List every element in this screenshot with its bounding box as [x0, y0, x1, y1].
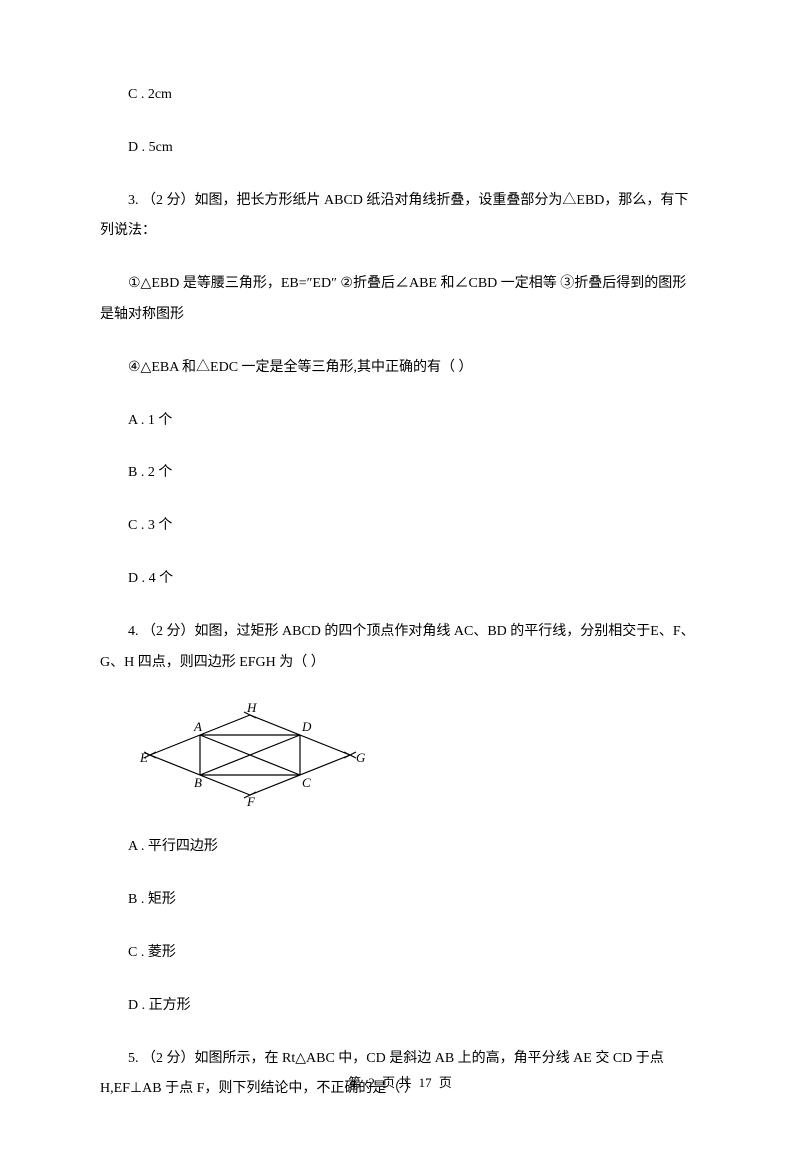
- q4-stem: 4. （2 分）如图，过矩形 ABCD 的四个顶点作对角线 AC、BD 的平行线…: [100, 617, 700, 679]
- q4-option-a: A . 平行四边形: [100, 832, 700, 863]
- q3-option-c: C . 3 个: [100, 511, 700, 542]
- q3-stem-2: ①△EBD 是等腰三角形，EB=″ED″ ②折叠后∠ABE 和∠CBD 一定相等…: [100, 269, 700, 331]
- option-c-q2: C . 2cm: [100, 80, 700, 111]
- label-C: C: [302, 775, 311, 790]
- footer-mid: 页 共: [382, 1075, 411, 1090]
- footer-prefix: 第: [348, 1075, 361, 1090]
- label-F: F: [246, 794, 256, 809]
- label-A: A: [193, 719, 202, 734]
- q3-stem-1: 3. （2 分）如图，把长方形纸片 ABCD 纸沿对角线折叠，设重叠部分为△EB…: [100, 186, 700, 248]
- label-E: E: [139, 750, 148, 765]
- q3-option-d: D . 4 个: [100, 564, 700, 595]
- page-content: C . 2cm D . 5cm 3. （2 分）如图，把长方形纸片 ABCD 纸…: [0, 0, 800, 1167]
- q4-option-d: D . 正方形: [100, 991, 700, 1022]
- footer-suffix: 页: [439, 1075, 452, 1090]
- label-G: G: [356, 750, 366, 765]
- page-footer: 第 2 页 共 17 页: [0, 1073, 800, 1094]
- q3-stem-3: ④△EBA 和△EDC 一定是全等三角形,其中正确的有（ ）: [100, 353, 700, 384]
- label-B: B: [194, 775, 202, 790]
- footer-total: 17: [419, 1075, 432, 1090]
- q4-option-b: B . 矩形: [100, 885, 700, 916]
- q4-diagram: E A H D G C F B: [130, 700, 700, 810]
- q3-option-a: A . 1 个: [100, 406, 700, 437]
- option-d-q2: D . 5cm: [100, 133, 700, 164]
- q4-option-c: C . 菱形: [100, 938, 700, 969]
- label-H: H: [246, 700, 257, 715]
- label-D: D: [301, 719, 312, 734]
- footer-current: 2: [368, 1075, 375, 1090]
- q3-option-b: B . 2 个: [100, 458, 700, 489]
